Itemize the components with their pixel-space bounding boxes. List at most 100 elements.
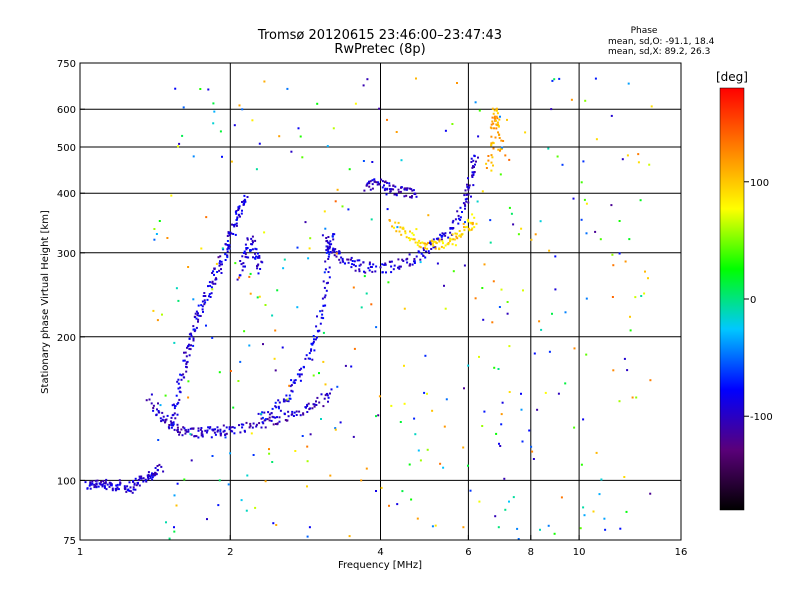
data-point-11 [90,483,93,486]
data-point-920 [410,188,413,191]
data-point-788 [437,237,440,240]
data-point-17 [94,479,97,482]
data-point-1018 [469,221,472,224]
data-point-589 [298,373,301,376]
data-point-328 [178,390,181,393]
data-point-740 [390,260,393,263]
data-point-299 [320,393,323,396]
data-point-346 [185,361,188,364]
data-point-20 [95,486,98,489]
data-point-103 [145,480,148,483]
y-tick-label-1: 100 [57,476,76,487]
data-point-177 [189,427,192,430]
data-point-948 [414,241,417,244]
data-point-1176 [352,286,355,289]
data-point-738 [388,260,391,263]
data-point-1116 [434,524,437,527]
data-point-363 [188,337,191,340]
data-point-230 [240,423,243,426]
data-point-1169 [334,427,337,430]
data-point-501 [244,251,247,254]
data-point-1179 [370,218,373,221]
data-point-101 [147,476,149,479]
data-point-347 [182,359,185,362]
data-point-863 [371,179,374,182]
data-point-1069 [498,133,501,136]
data-point-844 [474,163,476,166]
data-point-1153 [637,161,640,164]
data-point-502 [247,256,250,259]
data-point-1373 [320,418,322,420]
data-point-744 [399,265,402,268]
data-point-1357 [619,527,622,530]
data-point-1388 [522,289,524,292]
data-point-45 [109,483,112,486]
data-point-38 [103,486,106,489]
data-point-141 [160,420,163,423]
data-point-208 [214,428,217,431]
data-point-870 [376,183,379,186]
data-point-847 [472,165,474,168]
data-point-1233 [378,107,381,110]
data-point-582 [290,379,293,382]
data-point-279 [298,410,301,413]
data-point-987 [452,238,455,241]
data-point-1087 [595,138,598,141]
data-point-1172 [564,382,567,385]
data-point-190 [200,432,203,435]
data-point-895 [392,184,395,187]
data-point-1092 [212,102,215,105]
data-point-1103 [387,281,390,284]
data-point-1393 [221,247,224,250]
data-point-718 [368,261,371,264]
data-point-217 [222,430,225,433]
data-point-1267 [414,433,417,436]
data-point-50 [116,486,119,489]
data-point-795 [449,231,452,234]
data-point-1429 [474,101,477,104]
data-point-580 [289,385,292,388]
data-point-1434 [423,391,426,394]
data-point-1086 [362,160,365,162]
data-point-949 [416,244,419,247]
data-point-796 [444,232,447,235]
data-point-878 [383,184,385,187]
data-point-1328 [534,233,537,236]
data-point-1085 [375,415,377,418]
data-point-102 [147,473,150,476]
data-point-566 [278,401,281,404]
data-point-526 [254,252,256,255]
data-point-1165 [517,233,520,236]
data-point-531 [252,256,254,259]
data-point-1199 [177,299,180,302]
data-point-677 [335,251,338,254]
data-point-109 [147,471,150,474]
data-point-1001 [463,226,465,229]
data-point-567 [277,399,280,402]
data-point-58 [118,479,121,482]
data-point-278 [302,413,305,416]
data-point-1330 [153,238,156,241]
data-point-1252 [335,252,338,255]
data-point-867 [371,183,374,186]
data-point-925 [388,219,391,222]
data-point-379 [195,310,198,313]
data-point-312 [174,417,177,420]
data-point-1099 [564,311,567,314]
data-point-18 [95,483,98,486]
data-point-458 [234,223,237,226]
data-point-1299 [551,79,554,82]
data-point-1382 [426,448,429,451]
data-point-1146 [219,430,222,433]
data-point-21 [94,484,97,487]
data-point-24 [100,480,103,483]
data-point-161 [176,426,179,429]
data-point-350 [183,351,185,354]
data-point-571 [286,400,289,402]
data-point-865 [371,187,374,190]
data-point-689 [341,257,344,260]
data-point-944 [407,237,410,239]
data-point-783 [434,246,437,249]
data-point-398 [209,296,212,298]
data-point-316 [170,416,173,419]
